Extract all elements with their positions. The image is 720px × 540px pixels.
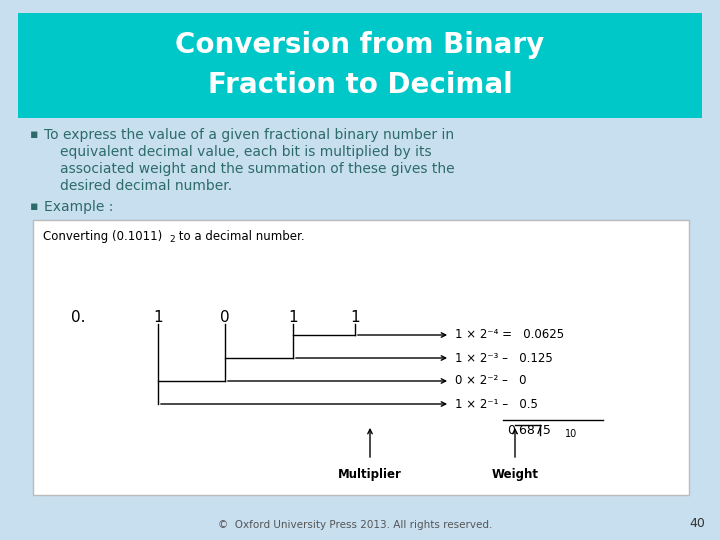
Text: 1: 1 [288,310,298,325]
Text: to a decimal number.: to a decimal number. [175,230,305,243]
Text: Weight: Weight [492,468,539,481]
Text: 0 × 2⁻² –   0: 0 × 2⁻² – 0 [455,375,526,388]
Text: 0.: 0. [71,310,85,325]
Text: ▪: ▪ [30,128,38,141]
Text: 1: 1 [153,310,163,325]
Text: ▪: ▪ [30,200,38,213]
Text: 0.6875: 0.6875 [507,424,551,437]
Text: Example :: Example : [44,200,113,214]
Text: ©  Oxford University Press 2013. All rights reserved.: © Oxford University Press 2013. All righ… [218,520,492,530]
Text: Converting (0.1011): Converting (0.1011) [43,230,162,243]
Text: 1 × 2⁻¹ –   0.5: 1 × 2⁻¹ – 0.5 [455,397,538,410]
Text: 1 × 2⁻³ –   0.125: 1 × 2⁻³ – 0.125 [455,352,553,365]
Text: associated weight and the summation of these gives the: associated weight and the summation of t… [60,162,454,176]
Text: 1 × 2⁻⁴ =   0.0625: 1 × 2⁻⁴ = 0.0625 [455,328,564,341]
Text: 0: 0 [220,310,230,325]
Text: Multiplier: Multiplier [338,468,402,481]
Text: equivalent decimal value, each bit is multiplied by its: equivalent decimal value, each bit is mu… [60,145,431,159]
Bar [18,13,702,118]
Bar [33,220,689,495]
Text: 2: 2 [169,235,175,244]
Text: Conversion from Binary: Conversion from Binary [176,31,544,59]
Text: 10: 10 [565,429,577,439]
Text: 1: 1 [350,310,360,325]
Text: To express the value of a given fractional binary number in: To express the value of a given fraction… [44,128,454,142]
Text: 40: 40 [689,517,705,530]
Text: desired decimal number.: desired decimal number. [60,179,232,193]
Text: Fraction to Decimal: Fraction to Decimal [207,71,513,99]
